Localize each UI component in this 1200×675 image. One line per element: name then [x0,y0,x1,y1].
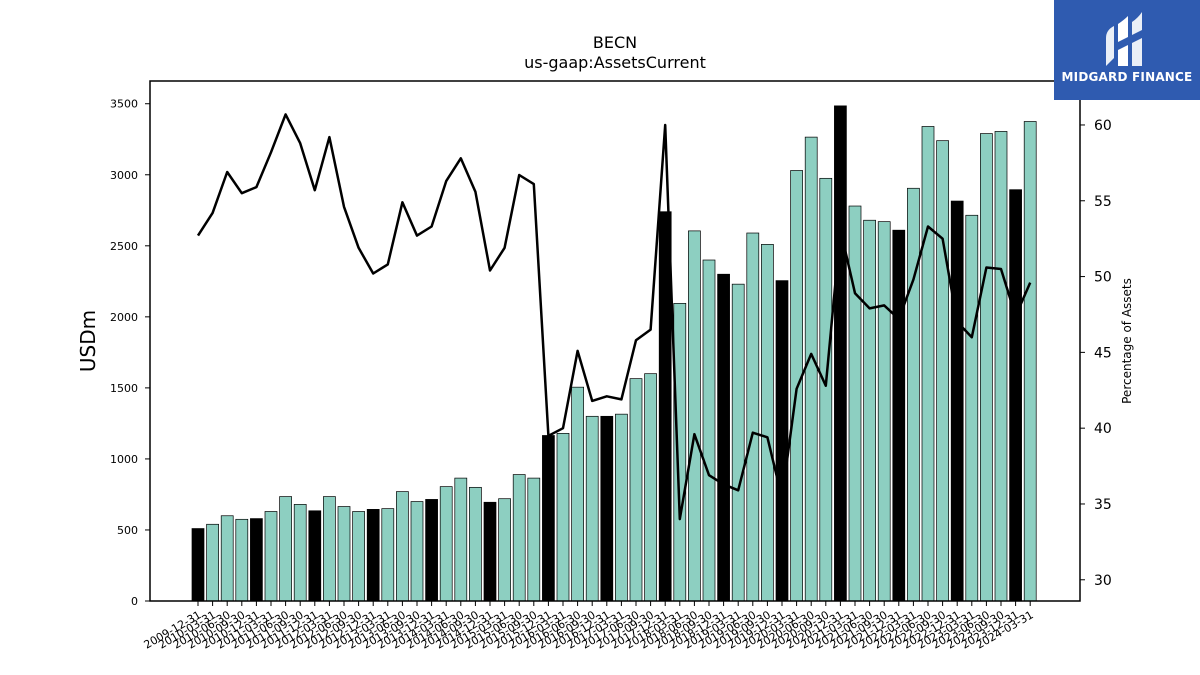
bar-2017-06-30 [629,378,643,602]
bar-2015-09-30 [527,477,541,602]
bar-2012-03-31 [323,496,336,602]
bar-2015-12-31 [542,435,555,602]
bar-2022-09-30 [936,140,949,602]
bar-2014-06-30 [454,477,468,602]
bar-2018-03-31 [673,302,687,602]
y2-tick-label: 60 [1094,118,1112,134]
y-tick-label: 2000 [110,311,138,324]
bar-2017-03-31 [615,413,628,602]
bar-2016-12-31 [600,415,614,602]
bar-2022-12-31 [950,200,964,602]
bar-2010-12-31 [250,518,263,602]
bar-2019-06-30 [746,232,760,602]
y2-tick-label: 35 [1094,497,1112,513]
y2-tick-label: 50 [1094,270,1112,286]
bar-2016-06-30 [571,386,584,602]
y2-axis-label: Percentage of Assets [1120,278,1134,404]
y2-tick-label: 40 [1094,421,1112,437]
bar-2009-12-31 [191,528,205,602]
bar-2023-03-31 [965,214,979,602]
y-tick-label: 2500 [110,240,138,253]
bar-2016-03-31 [556,432,570,602]
bar-2011-09-30 [293,504,307,602]
bar-2012-12-31 [366,509,380,602]
bar-2019-12-31 [775,280,789,602]
bar-2023-09-30 [994,131,1008,602]
y-tick-label: 3500 [110,98,138,111]
bar-2012-06-30 [337,506,351,602]
bar-2016-09-30 [585,415,599,602]
midgard-finance-logo: MIDGARD FINANCE [1054,0,1200,100]
bar-2022-06-30 [921,126,935,602]
bar-2017-09-30 [644,373,657,602]
chart-subtitle: us-gaap:AssetsCurrent [524,53,706,72]
bar-2020-09-30 [819,177,833,602]
bar-2013-06-30 [396,491,409,602]
y-tick-label: 1000 [110,453,138,466]
y-axis-label: USDm [76,310,100,372]
y-tick-label: 3000 [110,169,138,182]
bar-2010-09-30 [235,518,249,602]
plot-frame [149,80,1081,602]
y-tick-label: 500 [117,524,138,537]
line-group [196,113,1032,521]
y2-tick-label: 45 [1094,345,1112,361]
logo-text: MIDGARD FINANCE [1061,70,1193,84]
y2-tick-label: 30 [1094,573,1112,589]
y-tick-label: 0 [131,595,138,608]
bar-2014-03-31 [439,486,453,602]
logo-mark-icon [1106,12,1142,66]
bar-2023-06-30 [980,133,993,602]
chart-title: BECN [593,33,637,52]
bar-2023-12-31 [1009,189,1022,602]
bar-2011-12-31 [308,510,322,602]
bar-2011-06-30 [279,496,292,602]
bar-2020-12-31 [834,105,847,602]
bar-2011-03-31 [264,511,278,602]
bar-2024-03-31 [1023,121,1037,602]
bar-2020-06-30 [804,136,818,602]
bar-2014-09-30 [469,486,482,602]
bar-2021-12-31 [892,229,906,602]
y-tick-label: 1500 [110,382,138,395]
axes-group: 0 500 1000 1500 2000 2500 3000 3500 30 35 40 45 50 55… [110,98,1112,652]
percentage-line [196,113,1032,521]
bar-2018-09-30 [702,259,716,602]
bar-2012-09-30 [352,511,365,602]
bar-2021-06-30 [863,219,876,602]
bar-2021-03-31 [848,205,862,602]
y2-tick-label: 55 [1094,194,1112,210]
bar-2010-03-31 [206,523,219,602]
bar-2021-09-30 [877,221,891,602]
bar-2014-12-31 [483,501,497,602]
bar-2015-06-30 [512,474,526,602]
bar-2013-03-31 [381,508,395,602]
bar-2013-09-30 [410,501,424,602]
bar-2019-09-30 [761,244,774,602]
bar-2018-12-31 [717,273,730,602]
bar-2018-06-30 [688,230,701,602]
bar-2015-03-31 [498,498,511,602]
bar-2019-03-31 [731,283,745,602]
bar-2010-06-30 [220,515,234,602]
bar-2013-12-31 [425,499,438,602]
bar-2022-03-31 [907,187,920,602]
